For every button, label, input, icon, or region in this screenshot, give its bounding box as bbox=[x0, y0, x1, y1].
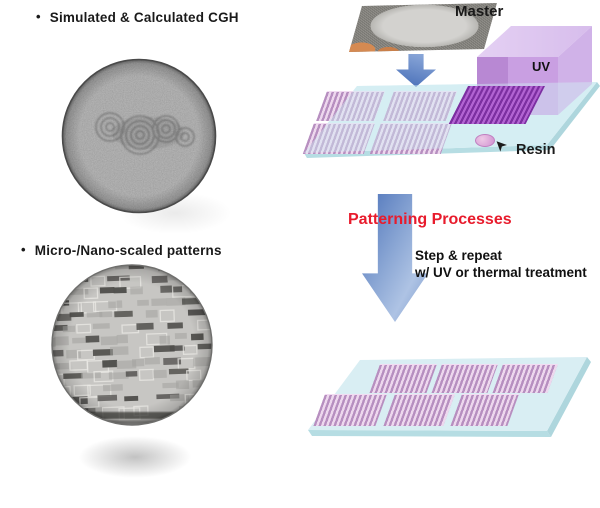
cgh-circle-image bbox=[61, 58, 217, 214]
patterns-circle-image bbox=[51, 264, 213, 426]
bullet-label-cgh: Simulated & Calculated CGH bbox=[49, 10, 239, 25]
master-wafer-photo bbox=[349, 3, 497, 52]
step-repeat-note: Step & repeat w/ UV or thermal treatment bbox=[415, 247, 587, 281]
bullet-icon: • bbox=[21, 242, 26, 257]
master-down-arrow-icon bbox=[396, 54, 436, 87]
bullet-label-patterns: Micro-/Nano-scaled patterns bbox=[34, 243, 222, 258]
pattern-group bbox=[383, 394, 455, 426]
step-repeat-line1: Step & repeat bbox=[415, 248, 503, 263]
resin-droplet bbox=[475, 134, 495, 147]
pattern-group bbox=[313, 394, 387, 426]
bullet-item-patterns: • Micro-/Nano-scaled patterns bbox=[21, 242, 222, 258]
pattern-group bbox=[492, 364, 558, 393]
patterning-processes-title: Patterning Processes bbox=[348, 211, 512, 228]
resin-label: Resin bbox=[516, 142, 556, 158]
bullet-icon: • bbox=[36, 9, 41, 24]
patterns-shadow bbox=[57, 428, 213, 486]
bullet-item-cgh: • Simulated & Calculated CGH bbox=[36, 9, 239, 25]
master-label: Master bbox=[455, 3, 504, 20]
substrate-bottom-edge bbox=[308, 430, 551, 437]
pattern-group bbox=[431, 364, 498, 393]
pattern-group bbox=[450, 394, 519, 426]
uv-label: UV bbox=[531, 59, 551, 74]
step-repeat-line2: w/ UV or thermal treatment bbox=[415, 265, 587, 280]
pattern-group bbox=[369, 364, 437, 393]
